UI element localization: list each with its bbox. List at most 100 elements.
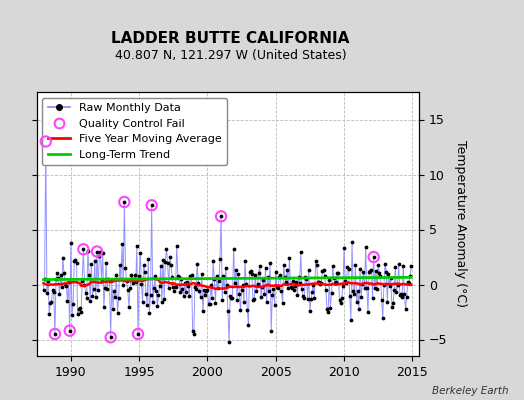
Point (106, 334, 115, 340)
Point (285, 255, 293, 261)
Point (159, 256, 167, 263)
Point (333, 270, 342, 276)
Point (323, 305, 331, 312)
Point (210, 276, 219, 282)
Point (348, 238, 356, 245)
Point (398, 294, 406, 300)
Point (387, 275, 395, 281)
Point (66, 328, 74, 334)
Point (358, 280, 366, 287)
Point (265, 288, 273, 295)
Point (297, 249, 305, 255)
Point (257, 294, 265, 300)
Point (149, 298, 157, 305)
Point (118, 241, 126, 247)
Point (302, 276, 311, 282)
Point (198, 271, 206, 277)
Point (255, 270, 263, 276)
Point (73, 311, 82, 318)
Point (104, 276, 113, 282)
Point (213, 285, 222, 292)
Point (390, 287, 398, 294)
Point (231, 279, 239, 286)
Point (238, 282, 247, 288)
Point (362, 244, 370, 250)
Point (53, 270, 61, 276)
Point (243, 307, 252, 313)
Point (203, 286, 212, 293)
Point (331, 280, 339, 286)
Point (369, 254, 378, 260)
Point (246, 268, 255, 275)
Point (284, 285, 292, 292)
Point (78, 278, 86, 284)
Point (40, 276, 49, 282)
Point (117, 276, 125, 282)
Point (307, 296, 315, 302)
Point (324, 309, 332, 315)
Point (293, 292, 302, 298)
Point (235, 290, 244, 297)
Point (399, 263, 408, 270)
Point (120, 199, 128, 205)
Point (356, 266, 364, 272)
Point (237, 287, 246, 293)
Point (270, 302, 279, 308)
Point (93, 248, 101, 255)
Point (76, 305, 84, 312)
Point (79, 246, 88, 252)
Point (403, 278, 412, 285)
Point (242, 280, 250, 287)
Point (395, 261, 403, 268)
Point (363, 284, 371, 291)
Point (335, 296, 344, 303)
Point (200, 286, 208, 293)
Point (123, 278, 131, 284)
Point (59, 255, 67, 261)
Point (294, 273, 303, 280)
Point (253, 281, 261, 288)
Point (101, 284, 109, 291)
Point (87, 261, 95, 268)
Point (224, 308, 232, 314)
Point (400, 291, 409, 297)
Point (185, 293, 193, 299)
Point (298, 286, 306, 292)
Point (179, 293, 188, 300)
Point (267, 328, 276, 334)
Point (288, 285, 296, 291)
Point (125, 304, 133, 310)
Point (374, 262, 383, 268)
Point (369, 254, 378, 260)
Point (52, 276, 60, 282)
Point (120, 199, 128, 205)
Point (187, 272, 195, 278)
Point (277, 288, 286, 294)
Point (182, 289, 190, 296)
Point (211, 300, 220, 306)
Point (58, 284, 66, 290)
Point (251, 272, 259, 278)
Point (305, 307, 314, 314)
Point (317, 280, 325, 286)
Text: LADDER BUTTE CALIFORNIA: LADDER BUTTE CALIFORNIA (112, 31, 350, 46)
Point (161, 258, 170, 265)
Point (103, 285, 112, 292)
Point (114, 295, 123, 301)
Point (111, 294, 119, 300)
Point (64, 279, 73, 286)
Point (92, 294, 100, 301)
Point (206, 282, 215, 288)
Point (44, 278, 52, 284)
Point (194, 280, 203, 286)
Point (110, 288, 118, 294)
Point (388, 304, 396, 310)
Point (279, 262, 288, 268)
Point (402, 294, 411, 300)
Point (202, 288, 211, 294)
Point (171, 284, 180, 290)
Point (250, 296, 258, 302)
Point (222, 264, 230, 271)
Point (136, 249, 145, 256)
Point (354, 288, 362, 294)
